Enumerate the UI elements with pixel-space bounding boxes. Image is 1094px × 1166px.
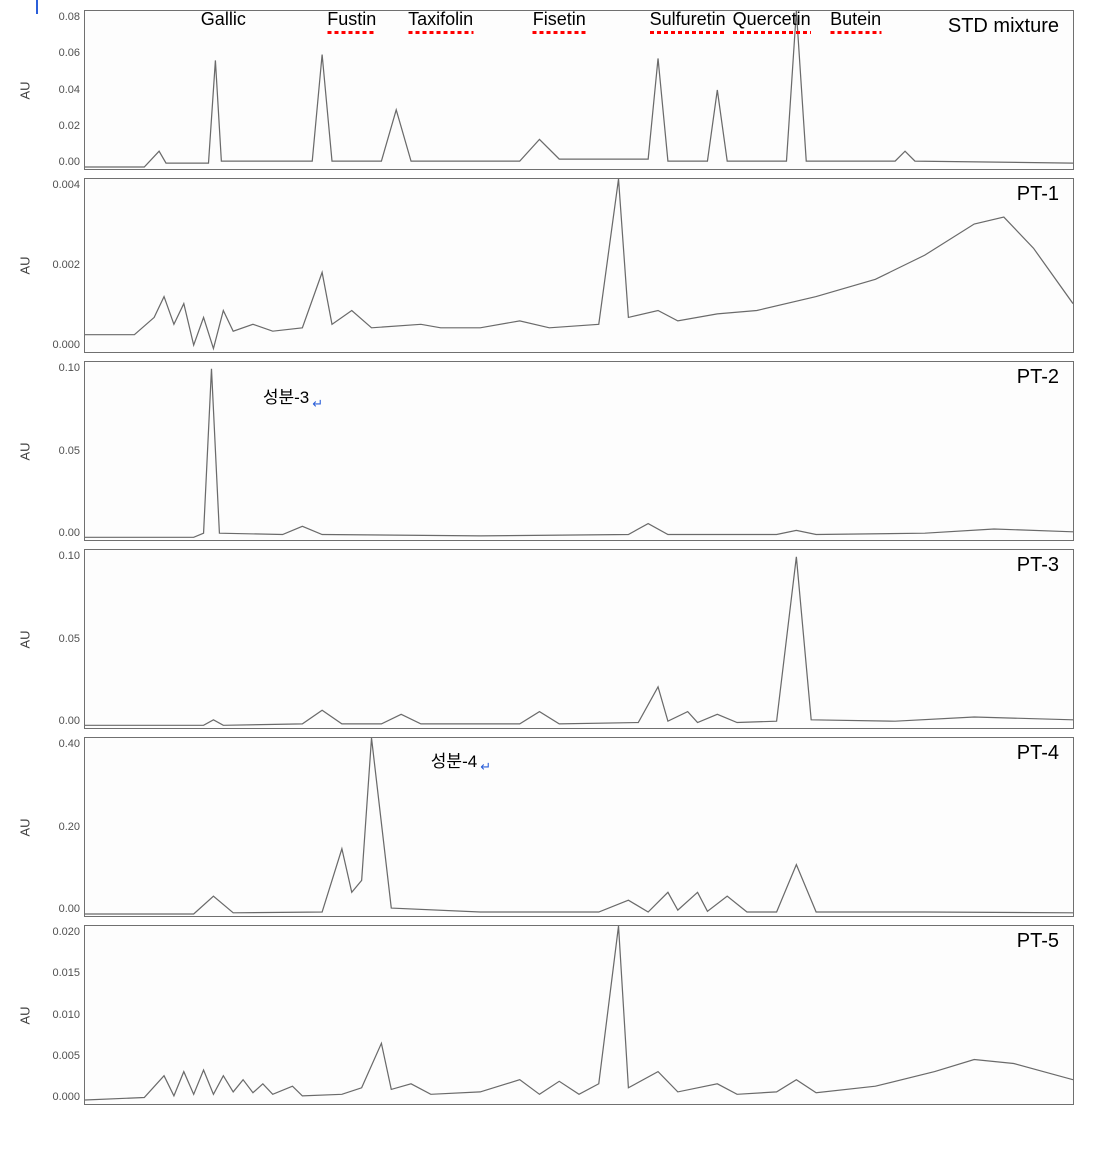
chromatogram-panel-pt3: AU 0.10 0.05 0.00 PT-3: [10, 549, 1074, 729]
y-ticks: 0.40 0.20 0.00: [40, 737, 84, 917]
plot-area: PT-5: [84, 925, 1074, 1105]
y-tick: 0.10: [59, 363, 80, 374]
y-axis-label: AU: [18, 442, 33, 460]
y-axis-label-box: AU: [10, 178, 40, 353]
trace-svg: [85, 362, 1073, 540]
chromatogram-panel-pt1: AU 0.004 0.002 0.000 PT-1: [10, 178, 1074, 353]
plot-area: PT-2성분-3↵: [84, 361, 1074, 541]
y-tick: 0.40: [59, 739, 80, 750]
y-tick: 0.010: [52, 1010, 80, 1021]
panel-title: PT-1: [1017, 183, 1059, 206]
y-tick: 0.08: [59, 12, 80, 23]
y-tick: 0.004: [52, 180, 80, 191]
y-tick: 0.06: [59, 48, 80, 59]
chromatogram-panel-std: AU 0.08 0.06 0.04 0.02 0.00 STD mixtureGallicF…: [10, 10, 1074, 170]
y-ticks: 0.020 0.015 0.010 0.005 0.000: [40, 925, 84, 1105]
panel-title: PT-4: [1017, 742, 1059, 765]
chromatogram-panel-pt2: AU 0.10 0.05 0.00 PT-2성분-3↵: [10, 361, 1074, 541]
trace-svg: [85, 738, 1073, 916]
chromatogram-trace: [85, 738, 1073, 914]
panel-title: PT-2: [1017, 366, 1059, 389]
y-axis-label-box: AU: [10, 10, 40, 170]
y-axis-label-box: AU: [10, 925, 40, 1105]
chromatogram-trace: [85, 11, 1073, 167]
plot-area: PT-4성분-4↵: [84, 737, 1074, 917]
plot-area: STD mixtureGallicFustinTaxifolinFisetinS…: [84, 10, 1074, 170]
trace-svg: [85, 11, 1073, 169]
y-ticks: 0.08 0.06 0.04 0.02 0.00: [40, 10, 84, 170]
y-axis-label-box: AU: [10, 361, 40, 541]
y-axis-label: AU: [18, 630, 33, 648]
y-tick: 0.000: [52, 1092, 80, 1103]
y-axis-label: AU: [18, 256, 33, 274]
trace-svg: [85, 179, 1073, 352]
y-tick: 0.020: [52, 927, 80, 938]
chromatogram-panel-pt4: AU 0.40 0.20 0.00 PT-4성분-4↵: [10, 737, 1074, 917]
chromatogram-trace: [85, 926, 1073, 1100]
chromatogram-trace: [85, 179, 1073, 349]
chromatogram-trace: [85, 369, 1073, 538]
y-tick: 0.02: [59, 121, 80, 132]
y-axis-label: AU: [18, 81, 33, 99]
y-tick: 0.002: [52, 260, 80, 271]
y-tick: 0.015: [52, 968, 80, 979]
y-tick: 0.10: [59, 551, 80, 562]
plot-area: PT-1: [84, 178, 1074, 353]
y-tick: 0.00: [59, 904, 80, 915]
y-ticks: 0.004 0.002 0.000: [40, 178, 84, 353]
chromatogram-trace: [85, 557, 1073, 726]
trace-svg: [85, 550, 1073, 728]
y-tick: 0.00: [59, 528, 80, 539]
trace-svg: [85, 926, 1073, 1104]
y-tick: 0.000: [52, 340, 80, 351]
y-tick: 0.00: [59, 716, 80, 727]
y-tick: 0.00: [59, 157, 80, 168]
panel-title: PT-3: [1017, 554, 1059, 577]
y-axis-label-box: AU: [10, 737, 40, 917]
panel-title: PT-5: [1017, 930, 1059, 953]
y-tick: 0.05: [59, 634, 80, 645]
y-tick: 0.04: [59, 85, 80, 96]
y-axis-label: AU: [18, 818, 33, 836]
panel-title: STD mixture: [948, 15, 1059, 38]
y-tick: 0.20: [59, 822, 80, 833]
y-tick: 0.05: [59, 446, 80, 457]
y-ticks: 0.10 0.05 0.00: [40, 549, 84, 729]
chromatogram-figure: AU 0.08 0.06 0.04 0.02 0.00 STD mixtureGallicF…: [10, 10, 1074, 1105]
plot-area: PT-3: [84, 549, 1074, 729]
y-axis-label-box: AU: [10, 549, 40, 729]
y-tick: 0.005: [52, 1051, 80, 1062]
y-ticks: 0.10 0.05 0.00: [40, 361, 84, 541]
chromatogram-panel-pt5: AU 0.020 0.015 0.010 0.005 0.000 PT-5: [10, 925, 1074, 1105]
y-axis-label: AU: [18, 1006, 33, 1024]
